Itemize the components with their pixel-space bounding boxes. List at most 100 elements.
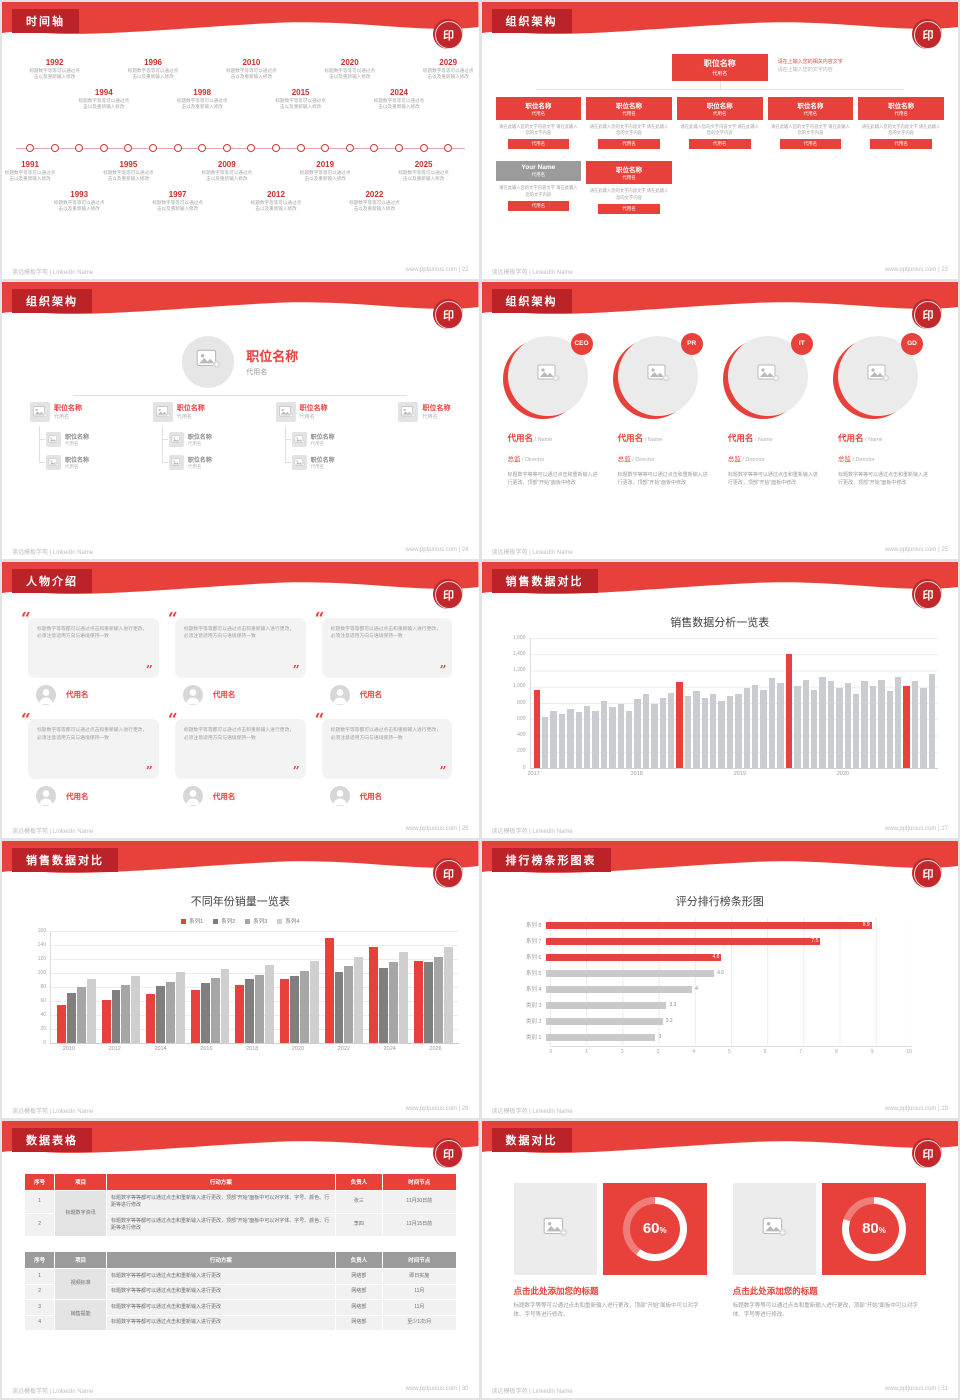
bar[interactable] (861, 681, 868, 768)
bar[interactable] (676, 682, 683, 768)
bar[interactable] (668, 692, 675, 768)
bar[interactable] (354, 956, 364, 1044)
legend-item[interactable]: 系列1 (181, 917, 203, 925)
org-root-box[interactable]: 职位名称 代用名 (671, 54, 768, 89)
bar[interactable] (701, 697, 709, 768)
timeline-dot[interactable] (26, 144, 34, 152)
org-parent-node[interactable]: 职位名称 代用名 (152, 401, 212, 422)
footer-site[interactable]: www.pptjunius.com (405, 826, 457, 833)
org-node-tag[interactable]: 代用名 (598, 203, 660, 214)
quote-box[interactable]: 标题数字等等都可以通过点击和重新输入进行更改，必须注意适用方向与语境保持一致 ” (174, 617, 306, 678)
quote-box[interactable]: 标题数字等等都可以通过点击和重新输入进行更改，必须注意适用方向与语境保持一致 ” (321, 617, 453, 678)
bar[interactable] (659, 697, 666, 768)
bar[interactable] (575, 712, 582, 768)
org-child-node[interactable]: 职位名称 代用名 (161, 431, 212, 447)
bar[interactable] (200, 983, 210, 1044)
bar[interactable] (785, 653, 793, 768)
bar[interactable] (836, 687, 843, 768)
bar[interactable] (309, 960, 319, 1044)
timeline-dot[interactable] (99, 144, 108, 152)
table-row[interactable]: 2 标题数字等等都可以通过点击和重新输入进行更改，顶部“开始”面板中可以对字体、字… (23, 1213, 457, 1238)
bar[interactable] (592, 710, 599, 768)
bar[interactable] (344, 966, 354, 1044)
timeline-dot[interactable] (370, 144, 379, 152)
bar[interactable] (567, 709, 574, 768)
bar[interactable] (146, 994, 156, 1044)
bar[interactable] (718, 700, 725, 768)
table-row[interactable]: 1 标题数字资讯 标题数字等等都可以通过点击和重新输入进行更改，顶部“开始”面板中可… (23, 1190, 457, 1238)
bar[interactable] (726, 696, 734, 768)
bar[interactable] (235, 984, 245, 1044)
member-photo[interactable] (837, 335, 918, 416)
org-child-node[interactable]: 职位名称 代用名 (161, 454, 212, 470)
footer-site[interactable]: www.pptjunius.com (885, 1385, 937, 1392)
org-node-box[interactable]: 职位名称 代用名 (495, 97, 582, 120)
bar[interactable] (86, 979, 96, 1044)
bar[interactable] (794, 686, 801, 768)
bar[interactable] (220, 969, 230, 1044)
org-child-node[interactable]: 职位名称 代用名 (284, 431, 335, 447)
bar[interactable] (827, 681, 835, 768)
bar[interactable] (634, 698, 641, 768)
bar[interactable] (545, 1001, 667, 1009)
org-node-tag[interactable]: 代用名 (507, 139, 570, 150)
org-head-photo[interactable] (182, 335, 235, 388)
org-node-box[interactable]: Your Name 代用名 (495, 161, 582, 182)
bar[interactable] (156, 986, 166, 1044)
bar[interactable] (928, 674, 935, 768)
bar[interactable] (625, 710, 633, 768)
bar[interactable] (379, 967, 389, 1044)
timeline-dot[interactable] (395, 144, 403, 152)
org-node-tag[interactable]: 代用名 (779, 139, 842, 150)
org-node-tag[interactable]: 代用名 (507, 200, 570, 211)
bar[interactable] (533, 690, 540, 768)
bar[interactable] (651, 704, 658, 768)
timeline-dot[interactable] (272, 144, 280, 152)
bar[interactable] (433, 956, 443, 1044)
bar[interactable] (894, 676, 902, 768)
footer-site[interactable]: www.pptjunius.com (885, 546, 937, 553)
footer-site[interactable]: www.pptjunius.com (885, 266, 937, 273)
timeline-dot[interactable] (247, 144, 256, 152)
bar[interactable] (545, 985, 693, 993)
bar[interactable] (175, 972, 185, 1044)
timeline-dot[interactable] (75, 144, 84, 152)
table-row[interactable]: 2 标题数字等等都可以通过点击和重新输入进行更改 网络部 11月 (23, 1283, 457, 1301)
bar[interactable] (57, 1004, 66, 1044)
bar[interactable] (413, 960, 423, 1044)
bar[interactable] (101, 1000, 111, 1044)
bar[interactable] (255, 974, 265, 1044)
timeline-dot[interactable] (444, 144, 453, 152)
bar[interactable] (289, 976, 299, 1044)
bar[interactable] (760, 690, 767, 768)
bar[interactable] (684, 696, 692, 768)
bar[interactable] (617, 704, 624, 768)
bar[interactable] (869, 686, 877, 768)
bar[interactable] (299, 970, 309, 1044)
org-child-node[interactable]: 职位名称 代用名 (38, 454, 89, 470)
bar[interactable] (886, 691, 893, 768)
bar[interactable] (443, 946, 453, 1044)
footer-site[interactable]: www.pptjunius.com (405, 266, 457, 273)
bar[interactable] (735, 694, 742, 768)
bar[interactable] (777, 683, 784, 768)
timeline-dot[interactable] (222, 144, 231, 152)
bar[interactable] (911, 681, 919, 768)
org-node-box[interactable]: 职位名称 代用名 (858, 97, 944, 120)
timeline-dot[interactable] (198, 144, 207, 152)
bar[interactable] (903, 686, 910, 768)
footer-site[interactable]: www.pptjunius.com (405, 546, 457, 553)
bar[interactable]: 4.8 (545, 953, 722, 961)
bar[interactable] (752, 684, 759, 768)
org-node-box[interactable]: 职位名称 代用名 (676, 97, 763, 120)
org-parent-node[interactable]: 职位名称 代用名 (30, 401, 89, 422)
org-node-tag[interactable]: 代用名 (598, 139, 660, 150)
bar[interactable] (600, 700, 608, 768)
table-row[interactable]: 3 销售提能 标题数字等等都可以通过点击和重新输入进行更改 网络部 11月 (23, 1299, 457, 1332)
timeline-dot[interactable] (345, 144, 354, 152)
timeline-dot[interactable] (173, 144, 182, 152)
bar[interactable] (844, 683, 851, 768)
legend-item[interactable]: 系列3 (245, 917, 267, 925)
bar[interactable] (743, 687, 751, 768)
bar[interactable]: 7.5 (545, 937, 821, 945)
